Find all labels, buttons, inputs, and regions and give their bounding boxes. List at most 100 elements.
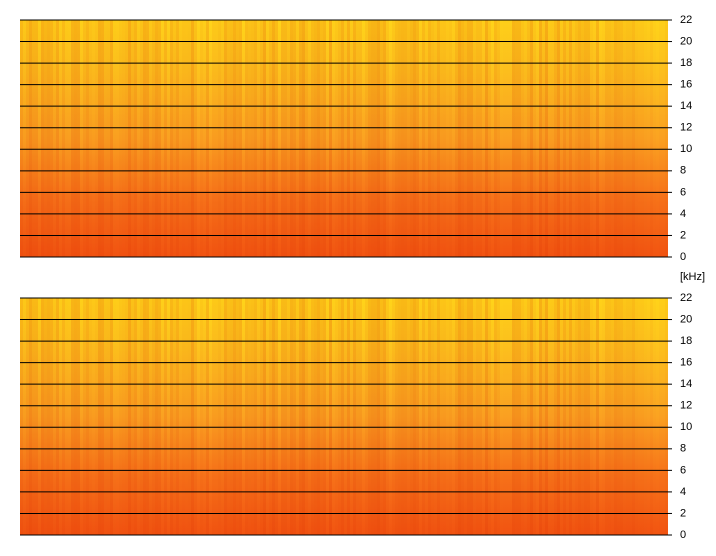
spectrogram-strip [164, 298, 167, 535]
spectrogram-strip [110, 20, 113, 257]
spectrogram-strip [233, 20, 236, 257]
spectrogram-strip [440, 20, 443, 257]
spectrogram-strip [272, 20, 275, 257]
spectrogram-strip [467, 20, 470, 257]
spectrogram-strip [191, 20, 194, 257]
spectrogram-strip [281, 298, 284, 535]
spectrogram-strip [320, 298, 323, 535]
spectrogram-strip [392, 20, 395, 257]
y-tick-label: 6 [680, 464, 686, 476]
spectrogram-strip [356, 20, 359, 257]
spectrogram-strip [551, 298, 554, 535]
spectrogram-strip [47, 298, 50, 535]
spectrogram-strip [176, 298, 179, 535]
y-tick-label: 22 [680, 14, 692, 26]
spectrogram-strip [509, 298, 512, 535]
spectrogram-strip [20, 298, 23, 535]
spectrogram-strip [92, 20, 95, 257]
spectrogram-strip [152, 298, 155, 535]
spectrogram-strip [575, 20, 578, 257]
spectrogram-strip [311, 20, 314, 257]
spectrogram-strip [164, 20, 167, 257]
spectrogram-strip [80, 298, 83, 535]
spectrogram-strip [104, 298, 107, 535]
spectrogram-strip [317, 20, 320, 257]
spectrogram-strip [239, 20, 242, 257]
spectrogram-strip [488, 298, 491, 535]
spectrogram-strip [50, 20, 53, 257]
spectrogram-strip [68, 298, 71, 535]
spectrogram-strip [365, 298, 368, 535]
spectrogram-strip [563, 298, 566, 535]
spectrogram-strip [503, 20, 506, 257]
spectrogram-strip [125, 298, 128, 535]
spectrogram-strip [515, 20, 518, 257]
spectrogram-strip [617, 298, 620, 535]
spectrogram-strip [86, 298, 89, 535]
spectrogram-strip [128, 298, 131, 535]
spectrogram-strip [593, 20, 596, 257]
spectrogram-strip [266, 298, 269, 535]
spectrogram-strip [557, 20, 560, 257]
spectrogram-strip [290, 298, 293, 535]
y-tick-label: 20 [680, 313, 692, 325]
spectrogram-strip [218, 20, 221, 257]
spectrogram-strip [314, 298, 317, 535]
spectrogram-strip [248, 298, 251, 535]
spectrogram-strip [635, 20, 638, 257]
spectrogram-strip [203, 20, 206, 257]
spectrogram-strip [368, 20, 371, 257]
spectrogram-strip [380, 298, 383, 535]
spectrogram-strip [263, 298, 266, 535]
spectrogram-strip [446, 20, 449, 257]
spectrogram-strip [374, 298, 377, 535]
spectrogram-strip [380, 20, 383, 257]
spectrogram-strip [233, 298, 236, 535]
y-tick-label: 0 [680, 251, 686, 263]
spectrogram-strip [230, 20, 233, 257]
spectrogram-strip [290, 20, 293, 257]
spectrogram-strip [608, 298, 611, 535]
spectrogram-strip [284, 20, 287, 257]
spectrogram-strip [44, 20, 47, 257]
spectrogram-strip [659, 298, 662, 535]
spectrogram-strip [260, 20, 263, 257]
spectrogram-strip [71, 20, 74, 257]
spectrogram-strip [647, 20, 650, 257]
spectrogram-strip [653, 298, 656, 535]
spectrogram-strip [644, 20, 647, 257]
spectrogram-strip [302, 298, 305, 535]
spectrogram-strip [155, 298, 158, 535]
spectrogram-strip [236, 20, 239, 257]
spectrogram [20, 298, 668, 535]
spectrogram-strip [566, 20, 569, 257]
y-tick-label: 6 [680, 186, 686, 198]
spectrogram-strip [434, 298, 437, 535]
spectrogram-strip [470, 298, 473, 535]
spectrogram-strip [437, 20, 440, 257]
spectrogram-strip [536, 20, 539, 257]
spectrogram-strip [449, 298, 452, 535]
spectrogram-strip [623, 20, 626, 257]
spectrogram-strip [563, 20, 566, 257]
spectrogram-strip [218, 298, 221, 535]
spectrogram-strip [182, 298, 185, 535]
spectrogram-strip [443, 20, 446, 257]
spectrogram-strip [587, 20, 590, 257]
spectrogram-strip [335, 298, 338, 535]
spectrogram-strip [431, 298, 434, 535]
spectrogram-strip [377, 298, 380, 535]
spectrogram-strip [656, 298, 659, 535]
spectrogram-strip [527, 298, 530, 535]
spectrogram-strip [170, 20, 173, 257]
spectrogram-strip [434, 20, 437, 257]
spectrogram-strip [122, 298, 125, 535]
spectrogram-strip [452, 298, 455, 535]
spectrogram-strip [278, 20, 281, 257]
spectrogram-strip [614, 20, 617, 257]
spectrogram-strip [239, 298, 242, 535]
spectrogram-strip [296, 20, 299, 257]
spectrogram-strip [389, 20, 392, 257]
spectrogram-strip [188, 298, 191, 535]
spectrogram-strip [32, 298, 35, 535]
